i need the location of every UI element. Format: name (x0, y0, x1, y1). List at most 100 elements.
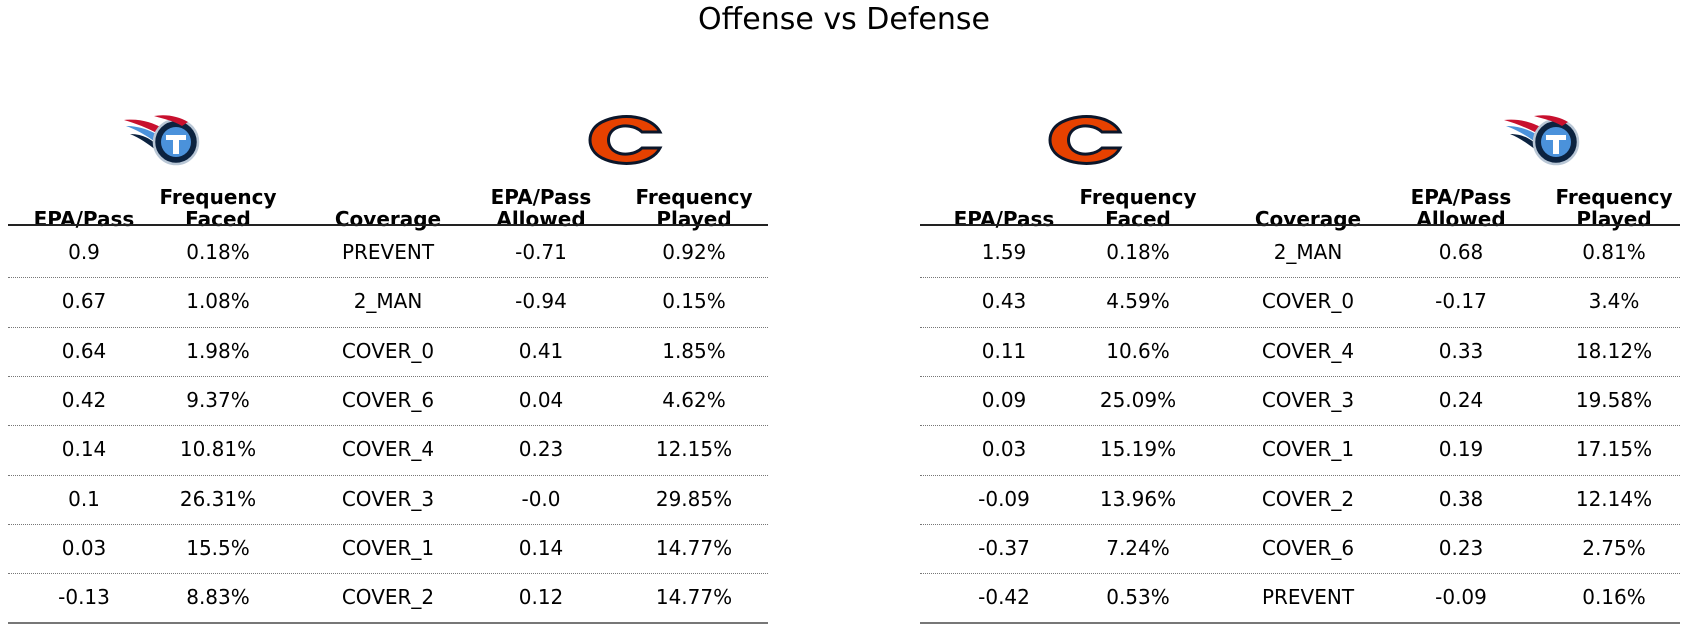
cell-frequency-faced: 10.6% (1106, 338, 1170, 363)
cell-epa-pass-allowed: -0.17 (1435, 289, 1487, 314)
cell-frequency-played: 0.92% (662, 240, 726, 264)
table-header: EPA/Pass Frequency Faced Coverage EPA/Pas… (8, 172, 768, 230)
table-row: 0.43 4.59% COVER_0 -0.17 3.4% (920, 277, 1680, 326)
table-panel-titans-offense: EPA/Pass Frequency Faced Coverage EPA/Pas… (8, 112, 768, 629)
row-separator (8, 326, 768, 328)
row-separator (920, 474, 1680, 476)
row-separator (8, 523, 768, 525)
cell-frequency-played: 0.15% (662, 289, 726, 314)
table-row: 0.11 10.6% COVER_4 0.33 18.12% (920, 327, 1680, 376)
cell-epa-pass-allowed: 0.19 (1438, 437, 1484, 462)
row-separator (8, 474, 768, 476)
cell-coverage: COVER_6 (1261, 535, 1355, 560)
titans-logo-icon (122, 112, 206, 168)
row-separator (8, 375, 768, 377)
row-separator (8, 573, 768, 575)
bears-logo-icon (582, 112, 666, 168)
cell-epa-pass: 0.09 (981, 387, 1027, 412)
table-row: 0.64 1.98% COVER_0 0.41 1.85% (8, 327, 768, 376)
cell-epa-pass: 0.42 (61, 387, 107, 412)
cell-epa-pass-allowed: 0.14 (518, 535, 564, 560)
row-separator (8, 425, 768, 427)
cell-frequency-played: 12.15% (655, 437, 733, 462)
cell-frequency-played: 18.12% (1575, 338, 1653, 363)
row-separator (8, 277, 768, 279)
cell-epa-pass: 0.14 (61, 437, 107, 462)
cell-epa-pass-allowed: 0.23 (1438, 535, 1484, 560)
cell-frequency-played: 0.81% (1582, 240, 1646, 264)
header-coverage: Coverage (334, 207, 442, 231)
cell-epa-pass: 0.9 (68, 240, 100, 264)
header-rule (920, 224, 1680, 226)
cell-frequency-played: 2.75% (1582, 535, 1646, 560)
cell-frequency-faced: 10.81% (179, 437, 257, 462)
cell-frequency-played: 0.16% (1582, 585, 1646, 610)
titans-logo-icon (1502, 112, 1586, 168)
cell-epa-pass-allowed: -0.09 (1435, 585, 1487, 610)
cell-coverage: 2_MAN (1273, 240, 1343, 264)
cell-coverage: COVER_3 (1261, 387, 1355, 412)
bottom-rule (920, 622, 1680, 625)
cell-frequency-played: 14.77% (655, 585, 733, 610)
cell-epa-pass-allowed: 0.24 (1438, 387, 1484, 412)
table-row: -0.42 0.53% PREVENT -0.09 0.16% (920, 573, 1680, 622)
cell-epa-pass: 0.43 (981, 289, 1027, 314)
cell-epa-pass-allowed: 0.68 (1438, 240, 1484, 264)
cell-frequency-faced: 8.83% (186, 585, 250, 610)
cell-epa-pass-allowed: 0.04 (518, 387, 564, 412)
cell-epa-pass: 0.67 (61, 289, 107, 314)
table-row: 0.09 25.09% COVER_3 0.24 19.58% (920, 376, 1680, 425)
table-panel-bears-offense: EPA/Pass Frequency Faced Coverage EPA/Pas… (920, 112, 1680, 629)
cell-frequency-faced: 13.96% (1099, 486, 1177, 511)
table-row: -0.13 8.83% COVER_2 0.12 14.77% (8, 573, 768, 622)
cell-epa-pass-allowed: 0.41 (518, 338, 564, 363)
cell-epa-pass-allowed: 0.33 (1438, 338, 1484, 363)
cell-coverage: COVER_2 (1261, 486, 1355, 511)
row-separator (920, 573, 1680, 575)
cell-coverage: 2_MAN (353, 289, 423, 314)
cell-frequency-faced: 7.24% (1106, 535, 1170, 560)
cell-epa-pass: -0.13 (58, 585, 110, 610)
cell-epa-pass-allowed: 0.38 (1438, 486, 1484, 511)
cell-coverage: COVER_6 (341, 387, 435, 412)
cell-epa-pass-allowed: -0.71 (515, 240, 567, 264)
cell-frequency-faced: 0.53% (1106, 585, 1170, 610)
cell-epa-pass: 0.64 (61, 338, 107, 363)
table-row: 0.03 15.19% COVER_1 0.19 17.15% (920, 425, 1680, 474)
row-separator (920, 523, 1680, 525)
cell-frequency-played: 1.85% (662, 338, 726, 363)
cell-frequency-played: 12.14% (1575, 486, 1653, 511)
cell-frequency-played: 4.62% (662, 387, 726, 412)
cell-frequency-played: 14.77% (655, 535, 733, 560)
table-header: EPA/Pass Frequency Faced Coverage EPA/Pas… (920, 172, 1680, 230)
cell-frequency-faced: 15.19% (1099, 437, 1177, 462)
cell-epa-pass: 1.59 (981, 240, 1027, 264)
table-row: -0.37 7.24% COVER_6 0.23 2.75% (920, 524, 1680, 573)
cell-epa-pass-allowed: 0.12 (518, 585, 564, 610)
cell-frequency-faced: 1.08% (186, 289, 250, 314)
cell-frequency-faced: 0.18% (186, 240, 250, 264)
cell-epa-pass: -0.37 (978, 535, 1030, 560)
cell-frequency-faced: 25.09% (1099, 387, 1177, 412)
cell-epa-pass: 0.03 (61, 535, 107, 560)
cell-frequency-faced: 9.37% (186, 387, 250, 412)
cell-coverage: COVER_1 (1261, 437, 1355, 462)
cell-frequency-played: 29.85% (655, 486, 733, 511)
header-epa-pass: EPA/Pass (953, 207, 1055, 231)
table-row: 0.9 0.18% PREVENT -0.71 0.92% (8, 228, 768, 277)
cell-frequency-played: 3.4% (1588, 289, 1640, 314)
cell-coverage: COVER_3 (341, 486, 435, 511)
row-separator (920, 277, 1680, 279)
cell-coverage: COVER_4 (341, 437, 435, 462)
table-row: 1.59 0.18% 2_MAN 0.68 0.81% (920, 228, 1680, 277)
bottom-rule (8, 622, 768, 625)
table-row: 0.14 10.81% COVER_4 0.23 12.15% (8, 425, 768, 474)
row-separator (920, 425, 1680, 427)
cell-frequency-faced: 4.59% (1106, 289, 1170, 314)
cell-epa-pass: 0.03 (981, 437, 1027, 462)
cell-epa-pass-allowed: -0.94 (515, 289, 567, 314)
header-rule (8, 224, 768, 226)
cell-epa-pass: 0.1 (68, 486, 100, 511)
cell-coverage: COVER_2 (341, 585, 435, 610)
table-row: 0.42 9.37% COVER_6 0.04 4.62% (8, 376, 768, 425)
